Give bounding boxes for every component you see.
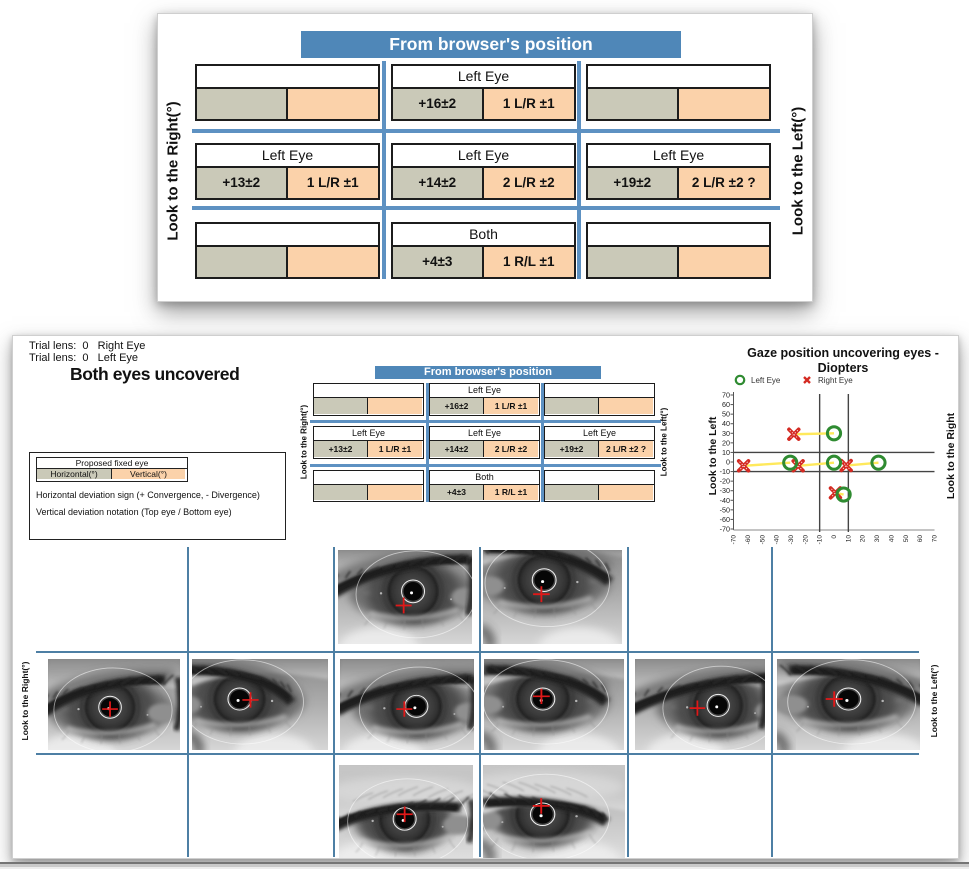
svg-text:50: 50 [722,410,730,419]
svg-text:-30: -30 [720,486,730,495]
svg-text:70: 70 [931,535,938,543]
svg-text:60: 60 [917,535,924,543]
svg-text:-50: -50 [759,535,766,545]
svg-text:-10: -10 [817,535,824,545]
svg-text:20: 20 [722,438,730,447]
svg-text:-10: -10 [720,467,730,476]
svg-text:-50: -50 [720,505,730,514]
svg-text:Left Eye: Left Eye [751,376,781,385]
svg-text:0: 0 [726,458,730,467]
svg-text:-20: -20 [802,535,809,545]
svg-text:30: 30 [722,429,730,438]
svg-text:70: 70 [722,391,730,400]
svg-text:40: 40 [888,535,895,543]
svg-text:10: 10 [845,535,852,543]
svg-text:-40: -40 [774,535,781,545]
svg-text:30: 30 [874,535,881,543]
svg-text:-60: -60 [720,515,730,524]
svg-text:20: 20 [860,535,867,543]
svg-text:-60: -60 [745,535,752,545]
svg-text:40: 40 [722,419,730,428]
svg-text:50: 50 [903,535,910,543]
svg-text:0: 0 [831,535,838,539]
svg-text:60: 60 [722,400,730,409]
svg-text:-30: -30 [788,535,795,545]
svg-text:Gaze position uncovering eyes: Gaze position uncovering eyes - [747,346,939,360]
svg-text:-40: -40 [720,496,730,505]
svg-text:-20: -20 [720,477,730,486]
svg-text:-70: -70 [720,524,730,533]
svg-text:10: 10 [722,448,730,457]
svg-text:Right Eye: Right Eye [818,376,853,385]
svg-text:-70: -70 [731,535,738,545]
svg-text:Diopters: Diopters [818,361,869,375]
